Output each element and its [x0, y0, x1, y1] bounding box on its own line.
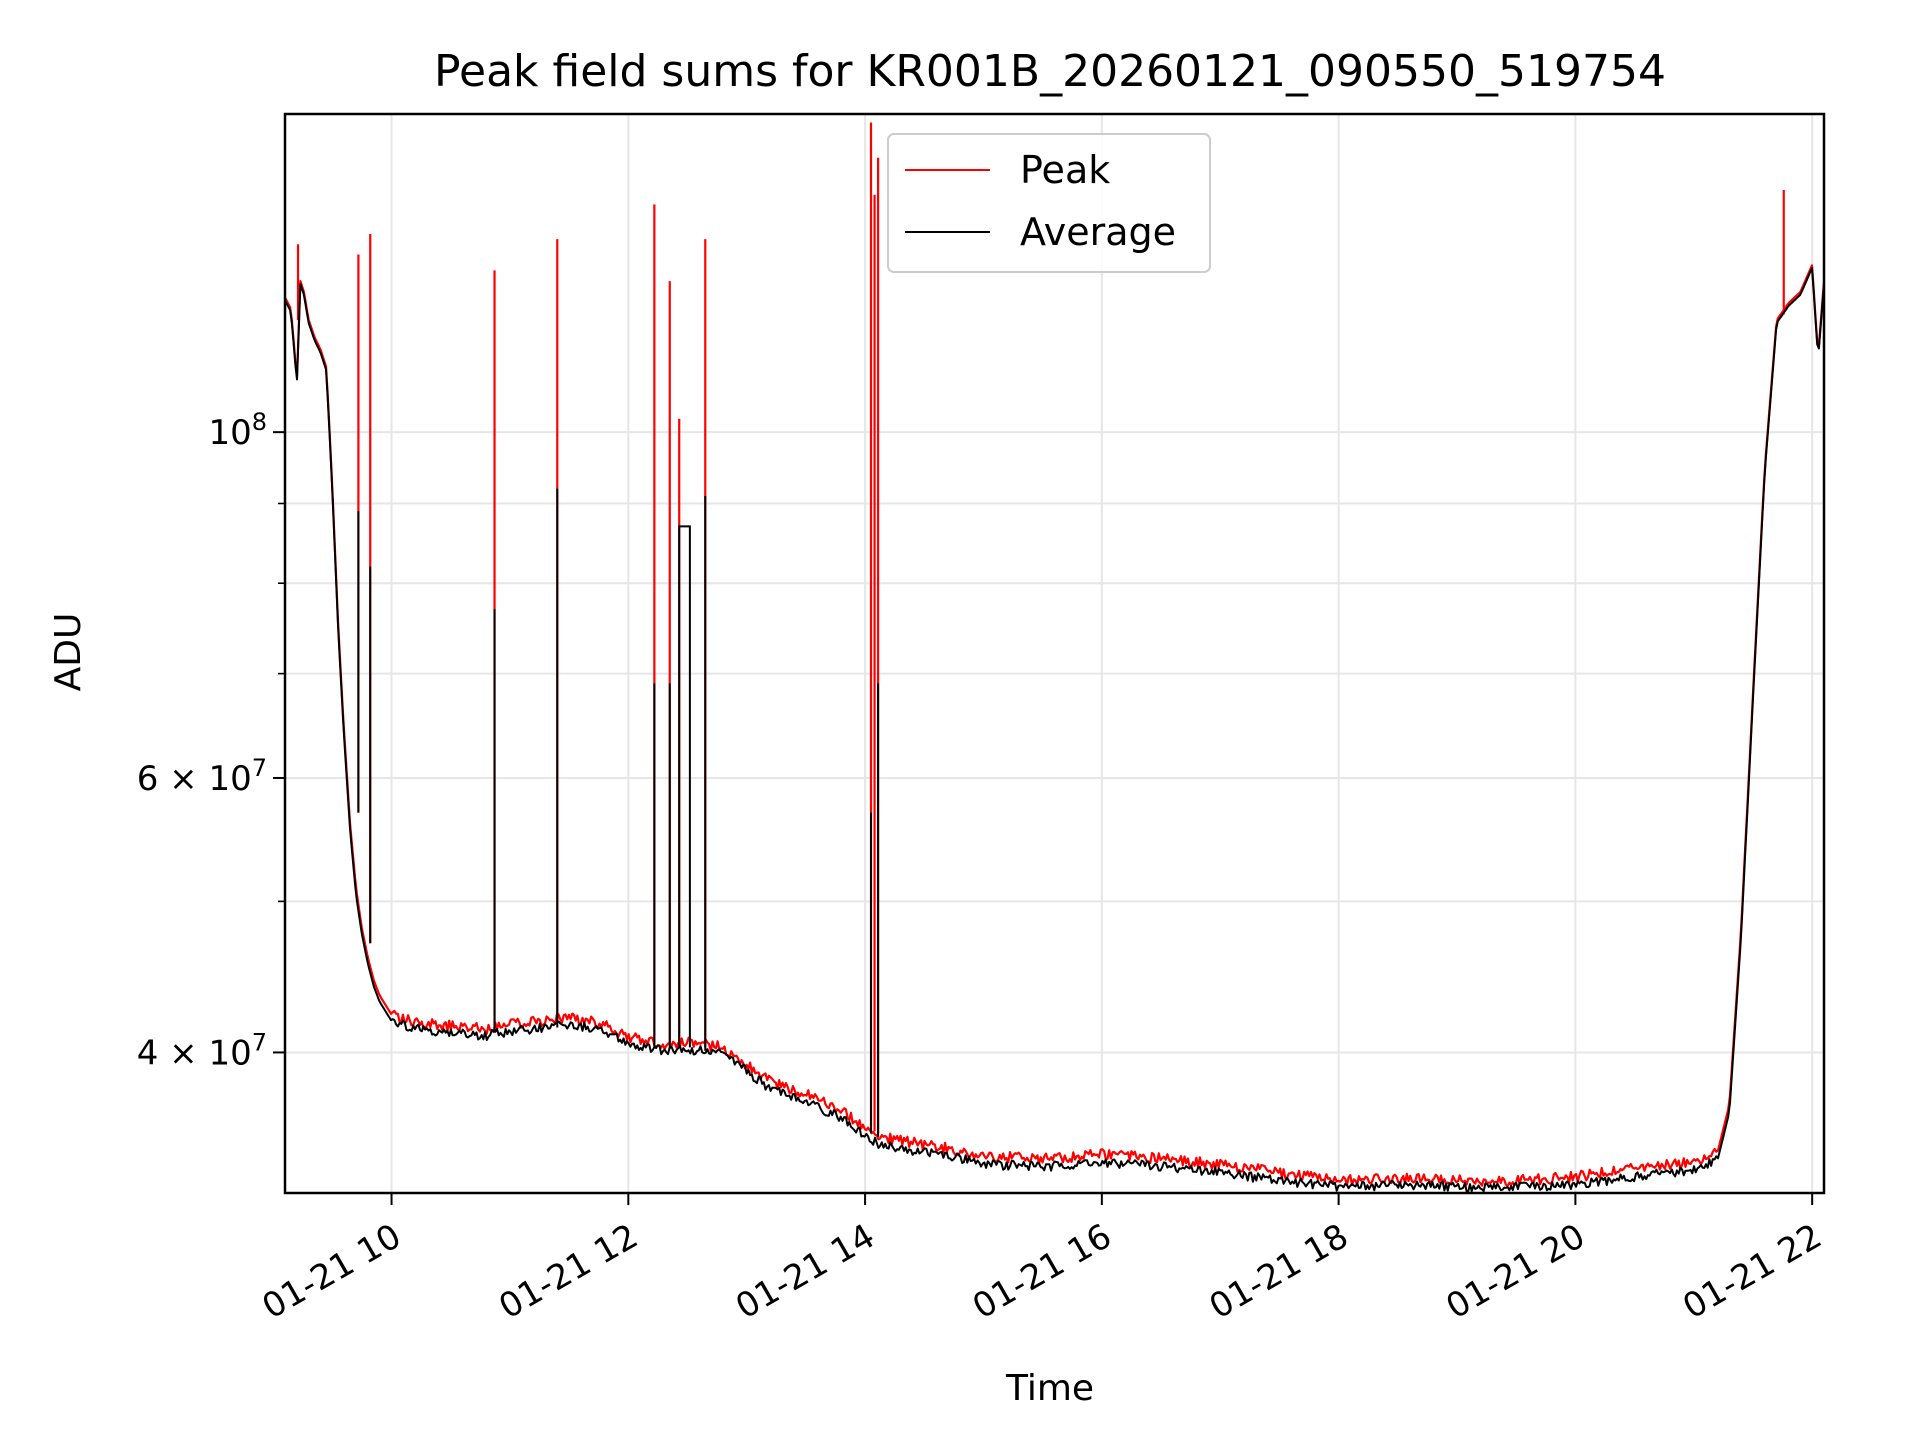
x-tick-label-4: 01-21 18 — [1203, 1216, 1355, 1327]
y-tick-label-2: 108 — [208, 408, 267, 453]
x-tick-label-0: 01-21 10 — [256, 1216, 408, 1327]
legend-box — [887, 133, 1211, 273]
chart-title: Peak field sums for KR001B_20260121_0905… — [434, 46, 1666, 97]
legend: Peak Average — [887, 133, 1211, 273]
plot-frame — [283, 112, 1826, 1195]
x-tick-label-2: 01-21 14 — [729, 1216, 881, 1327]
legend-label-peak: Peak — [1020, 148, 1110, 192]
y-axis-label: ADU — [48, 613, 89, 692]
plot-layer — [285, 122, 1824, 1193]
average-plateau-0 — [678, 525, 691, 1048]
x-tick-label-5: 01-21 20 — [1439, 1216, 1591, 1327]
y-tick-label-1: 6 × 107 — [137, 754, 267, 799]
average-series-line — [285, 267, 1824, 1193]
y-tick-label-0: 4 × 107 — [137, 1028, 267, 1073]
peak-series — [285, 122, 1824, 1187]
peak-series-line — [285, 264, 1824, 1187]
x-tick-label-1: 01-21 12 — [492, 1216, 644, 1327]
average-series — [285, 267, 1824, 1193]
x-tick-label-3: 01-21 16 — [966, 1216, 1118, 1327]
legend-label-average: Average — [1020, 210, 1176, 254]
x-axis-label: Time — [1005, 1368, 1094, 1409]
x-tick-label-6: 01-21 22 — [1676, 1216, 1828, 1327]
grid-layer — [285, 114, 1824, 1193]
